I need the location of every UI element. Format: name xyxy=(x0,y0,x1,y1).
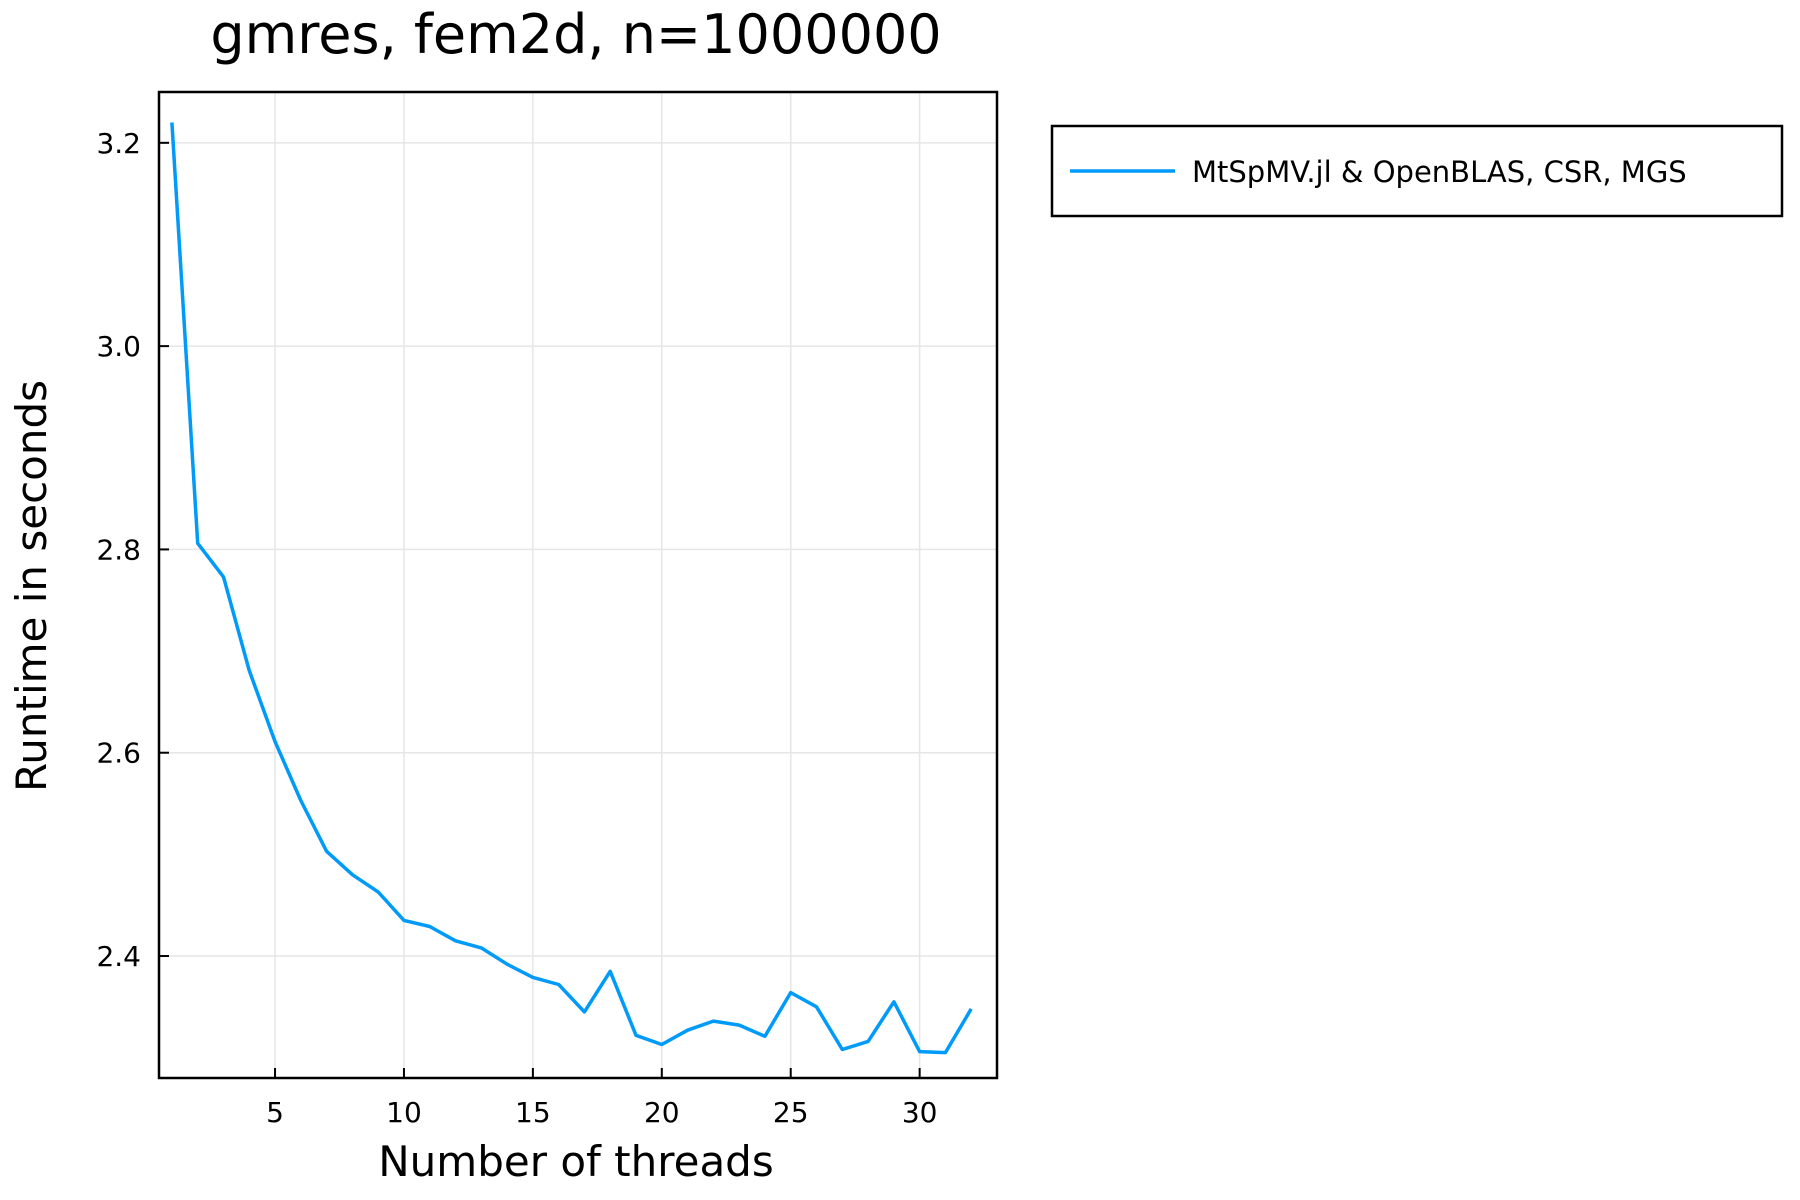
series-lines xyxy=(170,122,973,1055)
series-line-0 xyxy=(170,122,973,1055)
y-tick-label: 2.4 xyxy=(96,940,141,973)
plot-frame xyxy=(157,90,999,1080)
legend-entry-0: MtSpMV.jl & OpenBLAS, CSR, MGS xyxy=(1192,155,1687,189)
y-axis-label: Runtime in seconds xyxy=(7,380,56,792)
x-tick-label: 10 xyxy=(386,1096,422,1129)
grid-lines xyxy=(159,92,997,1078)
y-tick-label: 3.2 xyxy=(96,127,141,160)
x-tick-label: 15 xyxy=(515,1096,551,1129)
y-tick-label: 2.6 xyxy=(96,737,141,770)
x-tick-label: 30 xyxy=(902,1096,938,1129)
legend: MtSpMV.jl & OpenBLAS, CSR, MGS xyxy=(1050,124,1784,218)
axis-ticks: 5 10 15 20 25 30 2.4 2.6 2.8 3.0 3.2 xyxy=(96,127,937,1129)
y-tick-label: 2.8 xyxy=(96,533,141,566)
chart-title: gmres, fem2d, n=1000000 xyxy=(210,3,941,66)
x-tick-label: 25 xyxy=(773,1096,809,1129)
y-tick-label: 3.0 xyxy=(96,330,141,363)
x-axis-label: Number of threads xyxy=(378,1137,773,1186)
x-tick-label: 5 xyxy=(266,1096,284,1129)
x-tick-label: 20 xyxy=(644,1096,680,1129)
